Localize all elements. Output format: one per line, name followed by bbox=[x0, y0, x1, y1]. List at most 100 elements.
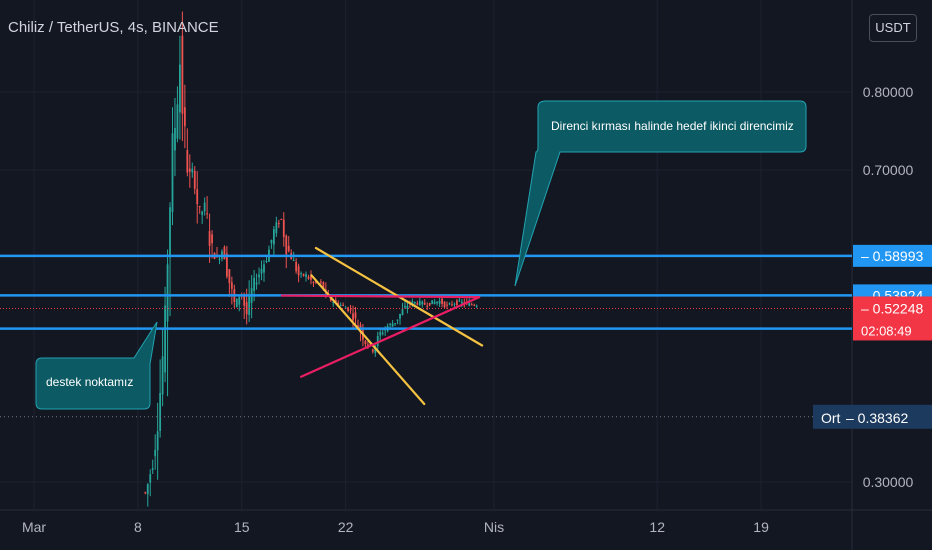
callout-support[interactable] bbox=[35, 321, 158, 410]
y-tick-label: 0.80000 bbox=[863, 84, 914, 100]
chart-title: Chiliz / TetherUS, 4s, BINANCE bbox=[8, 19, 219, 36]
candle-body bbox=[404, 305, 406, 308]
candle-body bbox=[305, 274, 307, 278]
currency-button[interactable]: USDT bbox=[869, 14, 917, 42]
candle-body bbox=[238, 296, 241, 305]
candle-body bbox=[428, 302, 431, 306]
candle-body bbox=[206, 213, 209, 215]
candle-body bbox=[258, 274, 260, 278]
candle-body bbox=[230, 282, 233, 289]
candle-body bbox=[426, 305, 429, 307]
candle-body bbox=[156, 431, 159, 451]
candle-body bbox=[223, 247, 226, 260]
candle-body bbox=[396, 319, 399, 321]
current-price-label: – 0.52248 bbox=[861, 300, 923, 316]
candle-body bbox=[441, 298, 443, 304]
candle-body bbox=[391, 323, 394, 327]
x-tick-label: Mar bbox=[22, 519, 46, 535]
candle-body bbox=[406, 305, 409, 310]
candle-body bbox=[312, 281, 315, 283]
candle-body bbox=[475, 305, 478, 307]
candle-body bbox=[253, 277, 256, 291]
candle-body bbox=[282, 219, 285, 238]
candle-body bbox=[376, 336, 379, 346]
candle-body bbox=[295, 261, 298, 272]
candle-body bbox=[334, 299, 337, 303]
candle-body bbox=[183, 107, 186, 127]
x-tick-label: 19 bbox=[753, 519, 769, 535]
candle-body bbox=[174, 127, 176, 151]
x-tick-label: Nis bbox=[484, 519, 504, 535]
level-label-bg-0 bbox=[853, 244, 932, 267]
candle-body bbox=[443, 301, 446, 308]
candle-body bbox=[201, 211, 204, 216]
trendline-3[interactable] bbox=[299, 296, 481, 378]
candle-body bbox=[473, 304, 476, 306]
candle-body bbox=[458, 300, 461, 302]
candle-body bbox=[451, 304, 453, 306]
candle-body bbox=[285, 235, 288, 255]
candle-body bbox=[166, 264, 169, 322]
candle-body bbox=[179, 64, 181, 113]
candle-body bbox=[270, 239, 273, 244]
candle-body bbox=[280, 218, 283, 220]
candle-body bbox=[171, 133, 174, 213]
candle-body bbox=[322, 282, 325, 290]
candle-body bbox=[302, 273, 305, 276]
current-price-bg bbox=[853, 296, 932, 341]
candle-body bbox=[144, 492, 147, 494]
candle-body bbox=[176, 104, 179, 139]
callout-support-text: destek noktamız bbox=[46, 375, 134, 389]
candle-body bbox=[159, 392, 162, 431]
candle-body bbox=[418, 300, 421, 305]
candle-body bbox=[186, 150, 189, 173]
candle-body bbox=[332, 301, 335, 303]
candle-body bbox=[277, 223, 280, 225]
trendline-2[interactable] bbox=[280, 294, 481, 299]
candle-body bbox=[347, 307, 349, 311]
candle-body bbox=[324, 289, 327, 291]
candle-body bbox=[191, 168, 194, 173]
candle-body bbox=[300, 273, 302, 275]
countdown-label: 02:08:49 bbox=[861, 323, 912, 338]
candle-body bbox=[389, 323, 392, 325]
candle-body bbox=[369, 344, 372, 346]
average-prefix: Ort bbox=[821, 410, 841, 426]
candle-body bbox=[287, 245, 290, 252]
candle-body bbox=[297, 266, 300, 276]
candle-body bbox=[364, 340, 367, 344]
candle-body bbox=[272, 229, 275, 245]
candle-body bbox=[371, 349, 374, 352]
candle-body bbox=[453, 303, 456, 305]
candle-body bbox=[196, 189, 199, 205]
candle-body bbox=[208, 231, 211, 246]
candle-body bbox=[226, 253, 228, 277]
candle-body bbox=[438, 300, 441, 304]
callout-resistance[interactable] bbox=[514, 100, 807, 287]
x-tick-label: 15 bbox=[234, 519, 250, 535]
candle-body bbox=[411, 301, 414, 305]
candle-body bbox=[292, 260, 295, 262]
candle-body bbox=[436, 301, 439, 304]
candle-body bbox=[339, 305, 342, 307]
candle-body bbox=[342, 304, 345, 306]
candle-body bbox=[198, 206, 201, 208]
candle-body bbox=[228, 269, 231, 284]
candle-body bbox=[394, 323, 396, 325]
candle-body bbox=[379, 332, 382, 336]
candle-body bbox=[352, 313, 354, 321]
candle-body bbox=[421, 301, 424, 305]
candle-body bbox=[433, 301, 436, 304]
candle-body bbox=[146, 484, 149, 495]
candle-body bbox=[349, 309, 352, 311]
candle-body bbox=[188, 168, 191, 172]
average-label: – 0.38362 bbox=[846, 410, 908, 426]
candle-body bbox=[456, 300, 458, 305]
candle-body bbox=[265, 261, 268, 263]
candle-body bbox=[366, 344, 369, 346]
average-label-bg bbox=[813, 404, 932, 429]
x-tick-label: 8 bbox=[134, 519, 142, 535]
candle-body bbox=[423, 303, 426, 305]
